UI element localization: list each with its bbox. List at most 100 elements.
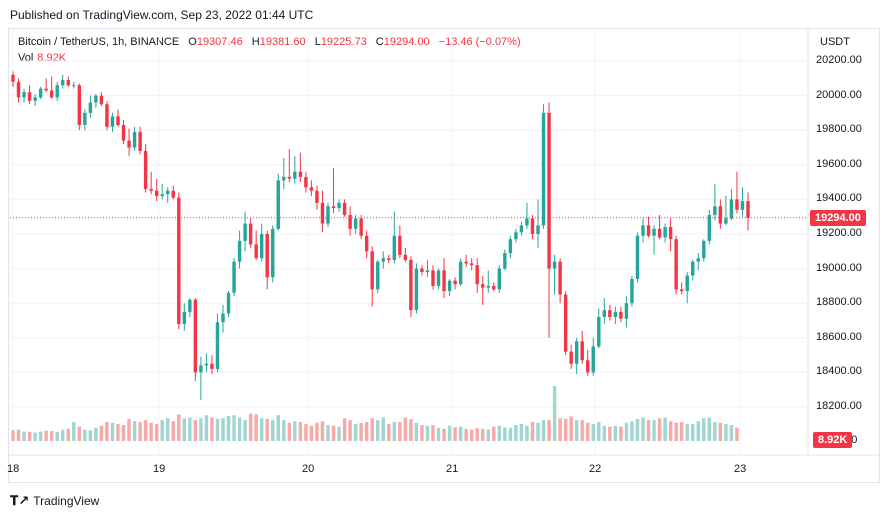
candle-body xyxy=(210,363,214,369)
candle-body xyxy=(27,92,32,101)
volume-bar xyxy=(221,418,225,441)
volume-bar xyxy=(121,425,126,441)
volume-bar xyxy=(453,427,457,441)
volume-bar xyxy=(66,428,70,441)
change-value: −13.46 (−0.07%) xyxy=(438,36,521,48)
candle-body xyxy=(464,261,468,264)
volume-bar xyxy=(210,417,214,441)
candle-body xyxy=(370,251,374,290)
volume-bar xyxy=(735,427,739,441)
candle-body xyxy=(127,140,131,148)
volume-badge: 8.92K xyxy=(813,432,853,448)
candle-body xyxy=(105,104,109,127)
volume-bar xyxy=(707,417,712,441)
volume-bar xyxy=(127,419,131,441)
candle-body xyxy=(652,228,656,236)
price-tick-label: 20000.00 xyxy=(816,88,862,101)
candle-body xyxy=(61,80,65,86)
candle-body xyxy=(83,112,87,126)
candle-body xyxy=(525,218,529,226)
volume-bar xyxy=(431,425,435,441)
candle-body xyxy=(293,171,297,179)
candle-body xyxy=(547,112,551,269)
candle-body xyxy=(204,363,209,366)
date-tick-label: 21 xyxy=(446,463,459,475)
volume-bar xyxy=(49,431,54,441)
candle-body xyxy=(403,254,408,260)
tradingview-logo-icon: 𝐓↗ xyxy=(10,493,30,508)
candle-body xyxy=(486,285,490,288)
price-tick-label: 19400.00 xyxy=(816,192,862,205)
candle-body xyxy=(94,95,98,103)
volume-bar xyxy=(597,422,601,441)
volume-bar xyxy=(503,427,507,441)
volume-bar xyxy=(342,418,347,441)
volume-bar xyxy=(624,422,629,441)
candle-body xyxy=(199,365,203,373)
candle-body xyxy=(536,225,540,234)
candle-body xyxy=(381,258,385,262)
currency-label: USDT xyxy=(820,36,850,48)
candle-body xyxy=(49,90,54,98)
candle-body xyxy=(663,227,667,238)
candle-body xyxy=(66,80,70,86)
candle-body xyxy=(22,92,26,98)
candle-body xyxy=(309,187,314,191)
volume-bar xyxy=(447,425,452,441)
volume-bar xyxy=(652,420,656,441)
volume-bar xyxy=(414,422,419,441)
volume-bar xyxy=(326,425,330,441)
candle-body xyxy=(569,351,573,364)
candle-body xyxy=(221,313,225,323)
volume-bar xyxy=(580,420,584,441)
volume-bar xyxy=(243,420,247,441)
volume-bar xyxy=(38,431,43,441)
volume-bar xyxy=(11,430,15,441)
volume-bar xyxy=(641,417,645,441)
candle-body xyxy=(55,85,59,98)
volume-bar xyxy=(193,420,198,441)
candle-body xyxy=(88,102,93,113)
candle-body xyxy=(226,292,231,314)
candle-body xyxy=(342,202,347,215)
symbol-name[interactable]: Bitcoin / TetherUS, 1h, BINANCE xyxy=(18,36,180,48)
candle-body xyxy=(442,270,446,292)
volume-bar xyxy=(22,431,26,441)
candle-body xyxy=(287,176,292,179)
tradingview-logo[interactable]: 𝐓↗ TradingView xyxy=(10,493,99,509)
candle-body xyxy=(552,261,557,269)
volume-bar xyxy=(16,429,21,441)
candle-body xyxy=(364,235,369,252)
volume-bar xyxy=(674,422,678,441)
candle-body xyxy=(188,299,192,312)
candle-body xyxy=(624,303,629,319)
price-tick-label: 19600.00 xyxy=(816,157,862,170)
volume-bar xyxy=(376,420,380,441)
volume-bar xyxy=(348,420,352,441)
date-tick-label: 18 xyxy=(7,463,20,475)
candle-body xyxy=(685,275,689,292)
volume-bar xyxy=(353,423,358,441)
candle-body xyxy=(425,270,430,273)
volume-bar xyxy=(177,414,181,441)
candle-body xyxy=(160,194,164,196)
candle-body xyxy=(276,180,280,229)
volume-bar xyxy=(729,425,734,441)
candle-body xyxy=(376,261,380,290)
candle-body xyxy=(591,346,595,373)
volume-bar xyxy=(552,386,557,441)
volume-bar xyxy=(563,419,568,441)
volume-bar xyxy=(519,423,524,441)
volume-bar xyxy=(475,428,479,441)
candle-body xyxy=(619,311,623,319)
candle-body xyxy=(602,310,607,318)
candle-body xyxy=(447,280,452,292)
candle-body xyxy=(458,261,463,285)
volume-bar xyxy=(315,422,319,441)
date-tick-label: 19 xyxy=(153,463,166,475)
volume-bar xyxy=(469,429,474,441)
candle-body xyxy=(132,131,137,148)
price-tick-label: 20200.00 xyxy=(816,54,862,66)
volume-bar xyxy=(657,418,662,441)
